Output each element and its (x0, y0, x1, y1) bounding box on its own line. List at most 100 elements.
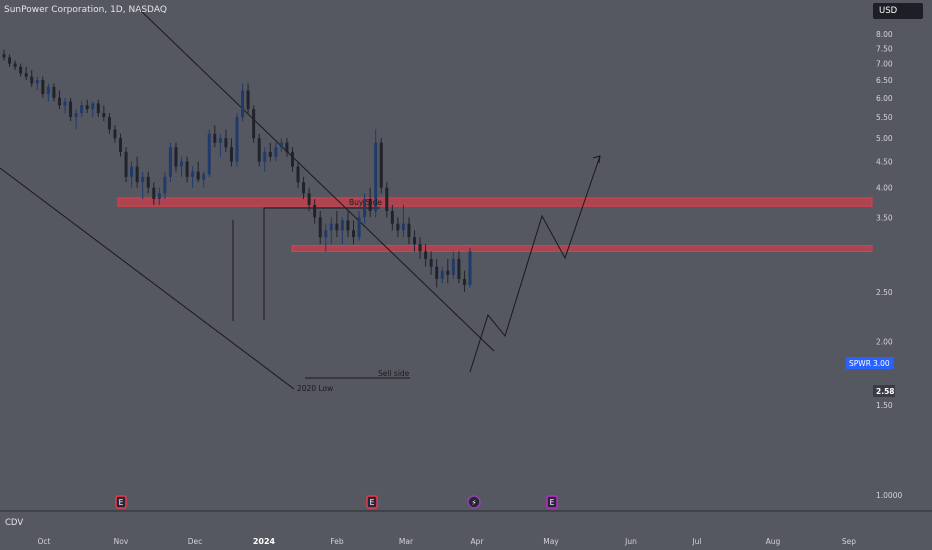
downtrend-line-lower (0, 167, 295, 390)
candle-body (385, 187, 389, 212)
candle-body (57, 97, 61, 106)
candle-body (24, 73, 28, 77)
candle-body (2, 54, 6, 58)
candle-body (307, 193, 311, 205)
candle-body (379, 142, 383, 188)
candle-body (457, 258, 461, 279)
x-tick-label: Aug (766, 537, 781, 546)
candle-body (96, 103, 100, 114)
event-badge-shape (546, 495, 558, 509)
candle-body (52, 86, 56, 98)
candle-body (357, 217, 361, 238)
candle-body (174, 147, 178, 167)
candle-body (329, 223, 333, 231)
x-tick-label: Dec (188, 537, 203, 546)
candle-body (390, 211, 394, 224)
annotations-layer: Buy Side Sell side 2020 Low (297, 198, 410, 393)
event-badge: E (115, 495, 127, 509)
x-tick-label: Jun (624, 537, 637, 546)
event-badge-shape (115, 495, 127, 509)
candle-body (63, 101, 67, 106)
candle-body (401, 223, 405, 231)
candle-body (246, 90, 250, 110)
candle-body (41, 80, 45, 95)
y-tick-label: 2.00 (876, 337, 893, 346)
candle-body (8, 57, 12, 64)
y-tick-label: 3.50 (876, 213, 893, 222)
y-tick-label: 1.0000 (876, 491, 902, 500)
candle-body (196, 171, 200, 180)
candle-body (85, 105, 89, 110)
event-badge-text: ⚡ (471, 498, 476, 507)
x-tick-label: Oct (38, 537, 51, 546)
candle-body (185, 161, 189, 177)
annotation-label: Buy Side (349, 198, 382, 207)
currency-button[interactable]: USD (873, 3, 923, 19)
candle-body (163, 176, 167, 194)
candle-body (202, 174, 206, 180)
candle-body (91, 103, 95, 110)
candle-body (274, 147, 278, 157)
candle-body (324, 230, 328, 238)
zone-band (291, 245, 873, 252)
candle-body (451, 258, 455, 275)
y-tick-label: 7.50 (876, 44, 893, 53)
candle-body (268, 151, 272, 157)
buy-side-level (263, 207, 380, 320)
candle-body (13, 63, 17, 67)
y-tick-label: 5.50 (876, 113, 893, 122)
candle-body (141, 176, 145, 183)
last-label: 2.58 (873, 385, 895, 397)
zones-layer (117, 197, 873, 252)
projection-path (469, 155, 601, 373)
candle-body (429, 258, 433, 267)
x-tick-label: Jul (691, 537, 701, 546)
candle-body (30, 76, 34, 84)
event-badge: ⚡ (467, 495, 481, 509)
x-tick-label: 2024 (253, 537, 276, 546)
y-tick-label: 5.00 (876, 134, 893, 143)
candle-body (113, 129, 117, 139)
candle-body (396, 223, 400, 231)
drawings-layer (0, 7, 601, 390)
y-tick-label: 1.50 (876, 401, 893, 410)
candle-body (318, 217, 322, 238)
candle-body (46, 86, 50, 95)
candle-body (130, 166, 134, 177)
y-tick-label: 8.00 (876, 30, 893, 39)
y-tick-label: 4.50 (876, 158, 893, 167)
price-label: SPWR 3.00 (846, 357, 894, 369)
candle-body (235, 117, 239, 162)
event-badge-text: E (119, 498, 124, 507)
candle-body (468, 251, 472, 285)
candle-body (446, 270, 450, 275)
event-badge: E (546, 495, 558, 509)
annotation-label: Sell side (378, 369, 410, 378)
candle-body (418, 244, 422, 252)
y-axis: 8.00 7.50 7.00 6.50 6.00 5.50 5.00 4.50 4.00 3.50… (876, 30, 902, 500)
indicator-label: CDV (5, 518, 24, 528)
y-tick-label: 4.00 (876, 184, 893, 193)
event-badge-shape (467, 495, 481, 509)
candle-body (229, 147, 233, 162)
candle-body (146, 176, 150, 188)
y-tick-label: 6.50 (876, 76, 893, 85)
candle-body (252, 109, 256, 139)
candle-body (80, 105, 84, 114)
y-tick-label: 2.50 (876, 288, 893, 297)
candle-body (157, 193, 161, 200)
candle-body (35, 80, 39, 84)
candle-body (119, 138, 122, 152)
y-tick-label: 6.00 (876, 94, 893, 103)
y-tick-label: 7.00 (876, 60, 893, 69)
chart-title: SunPower Corporation, 1D, NASDAQ (4, 5, 167, 15)
candle-body (462, 278, 466, 285)
price-label-value: 3.00 (873, 359, 890, 368)
candle-body (257, 138, 261, 162)
candle-body (313, 204, 317, 218)
event-badge-shape (366, 495, 378, 509)
candle-body (424, 251, 428, 259)
candle-body (213, 133, 217, 143)
candle-body (124, 151, 128, 177)
